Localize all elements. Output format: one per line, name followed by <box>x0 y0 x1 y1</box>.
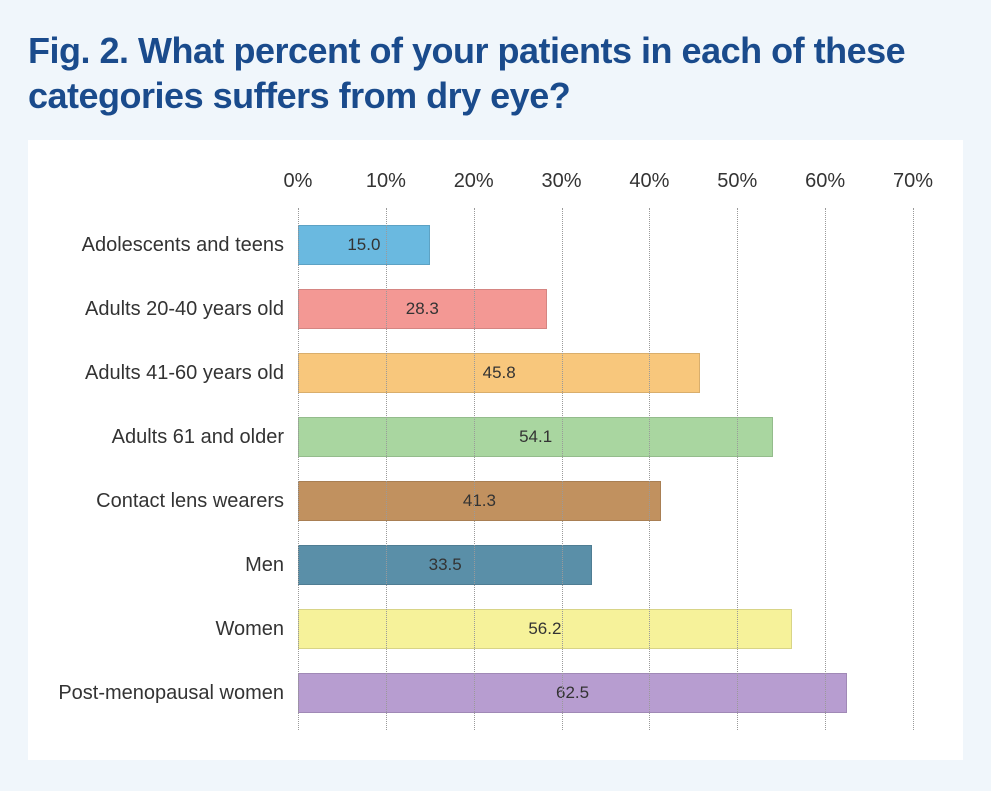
category-label: Contact lens wearers <box>58 490 298 513</box>
gridline <box>825 208 826 730</box>
category-label: Post-menopausal women <box>58 682 298 705</box>
bar-row: Contact lens wearers41.3 <box>298 476 913 526</box>
chart-panel: 0% 10% 20% 30% 40% 50% 60% 70% Adolescents and … <box>28 140 963 760</box>
x-tick-label: 30% <box>542 170 582 193</box>
category-label: Men <box>58 554 298 577</box>
bar-value-label: 54.1 <box>519 427 552 447</box>
bar: 45.8 <box>298 353 700 393</box>
bar-row: Adults 20-40 years old28.3 <box>298 284 913 334</box>
x-axis: 0%10%20%30%40%50%60%70% <box>298 170 913 210</box>
x-tick-label: 70% <box>893 170 933 193</box>
bar: 62.5 <box>298 673 847 713</box>
bar: 41.3 <box>298 481 661 521</box>
bar-row: Men33.5 <box>298 540 913 590</box>
category-label: Adults 61 and older <box>58 426 298 449</box>
bar-value-label: 45.8 <box>483 363 516 383</box>
x-tick-label: 20% <box>454 170 494 193</box>
gridline <box>474 208 475 730</box>
bar: 15.0 <box>298 225 430 265</box>
category-label: Adults 20-40 years old <box>58 298 298 321</box>
category-label: Adolescents and teens <box>58 234 298 257</box>
bar-rows: Adolescents and teens15.0 Adults 20-40 ye… <box>298 220 913 730</box>
gridline <box>737 208 738 730</box>
bar: 54.1 <box>298 417 773 457</box>
bar-value-label: 15.0 <box>347 235 380 255</box>
bar-row: Adolescents and teens15.0 <box>298 220 913 270</box>
x-tick-label: 0% <box>284 170 313 193</box>
x-tick-label: 50% <box>717 170 757 193</box>
chart-area: 0%10%20%30%40%50%60%70% Adolescents and … <box>58 170 913 730</box>
gridline <box>913 208 914 730</box>
bar-value-label: 56.2 <box>528 619 561 639</box>
bar-value-label: 33.5 <box>429 555 462 575</box>
bar-row: Adults 41-60 years old45.8 <box>298 348 913 398</box>
category-label: Women <box>58 618 298 641</box>
x-tick-label: 60% <box>805 170 845 193</box>
x-tick-label: 10% <box>366 170 406 193</box>
bar: 33.5 <box>298 545 592 585</box>
gridline <box>386 208 387 730</box>
bar-row: Women56.2 <box>298 604 913 654</box>
plot-column: 0%10%20%30%40%50%60%70% Adolescents and … <box>298 170 913 730</box>
bar: 56.2 <box>298 609 792 649</box>
x-tick-label: 40% <box>629 170 669 193</box>
gridline <box>562 208 563 730</box>
bar: 28.3 <box>298 289 547 329</box>
bar-value-label: 41.3 <box>463 491 496 511</box>
bar-row: Adults 61 and older54.1 <box>298 412 913 462</box>
bar-value-label: 28.3 <box>406 299 439 319</box>
bar-row: Post-menopausal women62.5 <box>298 668 913 718</box>
gridline <box>298 208 299 730</box>
chart-title: Fig. 2. What percent of your patients in… <box>28 28 963 118</box>
category-label: Adults 41-60 years old <box>58 362 298 385</box>
gridline <box>649 208 650 730</box>
